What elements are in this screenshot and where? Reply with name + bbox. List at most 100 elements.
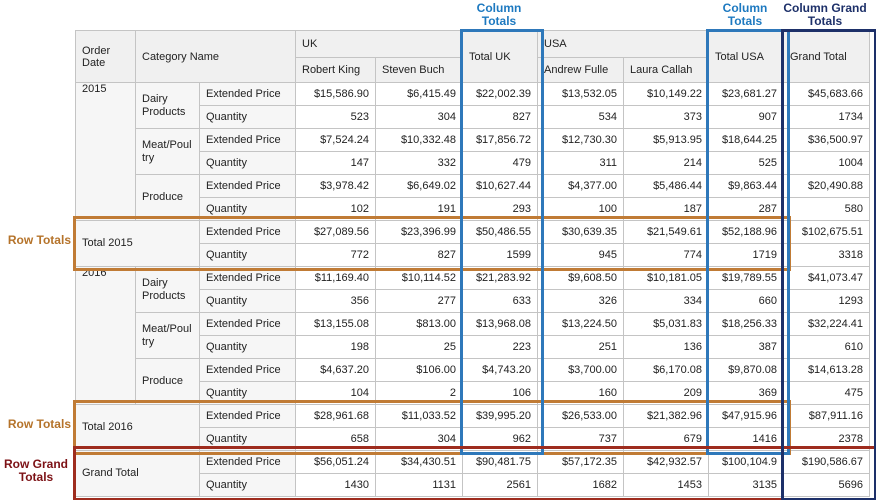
- cell-grand-total-quantity-value-2: 2561: [462, 473, 538, 497]
- cell-2016-cat1-quantity-value-6: 610: [783, 335, 870, 359]
- cell-grand-total-extended-price-value-6: $190,586.67: [783, 450, 870, 474]
- cell-total-2016-extended-price-label: Extended Price: [199, 404, 296, 428]
- cell-2016-cat1-quantity-value-3: 251: [537, 335, 624, 359]
- cell-grand-total-extended-price-value-1: $34,430.51: [375, 450, 463, 474]
- cell-2016-cat0-extended-price-value-4: $10,181.05: [623, 266, 709, 290]
- cell-grand-total-extended-price-label: Extended Price: [199, 450, 296, 474]
- cell-2016-cat1-quantity-value-0: 198: [295, 335, 376, 359]
- cell-2016-cat1-quantity-value-4: 136: [623, 335, 709, 359]
- row-header-category[interactable]: Produce: [135, 174, 200, 221]
- cell-2015-cat1-extended-price-label: Extended Price: [199, 128, 296, 152]
- cell-2016-cat0-quantity-value-2: 633: [462, 289, 538, 313]
- cell-total-2016-quantity-value-6: 2378: [783, 427, 870, 451]
- cell-2015-cat1-extended-price-value-2: $17,856.72: [462, 128, 538, 152]
- cell-2016-cat1-quantity-value-1: 25: [375, 335, 463, 359]
- cell-total-2016-quantity-label: Quantity: [199, 427, 296, 451]
- cell-2015-cat1-quantity-value-5: 525: [708, 151, 784, 175]
- table-row: Quantity 147 332 479 311 214 525 1004: [76, 151, 870, 175]
- table-row: Produce Extended Price $3,978.42 $6,649.02 $…: [76, 174, 870, 221]
- cell-2015-cat1-extended-price-value-1: $10,332.48: [375, 128, 463, 152]
- cell-2015-cat1-extended-price-value-6: $36,500.97: [783, 128, 870, 152]
- cell-2015-cat2-quantity-label: Quantity: [199, 197, 296, 221]
- row-header-category[interactable]: Dairy Products: [135, 82, 200, 129]
- row-header-year-2016[interactable]: 2016: [75, 266, 136, 405]
- table-row: Meat/Poultry Extended Price $7,524.24 $10,3…: [76, 128, 870, 175]
- cell-total-2015-quantity-label: Quantity: [199, 243, 296, 267]
- cell-grand-total-quantity-value-5: 3135: [708, 473, 784, 497]
- cell-total-2016-quantity-value-0: 658: [295, 427, 376, 451]
- cell-grand-total-extended-price-value-4: $42,932.57: [623, 450, 709, 474]
- cell-2016-cat1-quantity-label: Quantity: [199, 335, 296, 359]
- cell-2016-cat1-extended-price-value-6: $32,224.41: [783, 312, 870, 336]
- cell-2016-cat2-quantity-value-2: 106: [462, 381, 538, 405]
- cell-grand-total-extended-price-value-3: $57,172.35: [537, 450, 624, 474]
- cell-2015-cat2-extended-price-value-5: $9,863.44: [708, 174, 784, 198]
- cell-2015-cat0-quantity-value-2: 827: [462, 105, 538, 129]
- cell-2016-cat0-quantity-value-0: 356: [295, 289, 376, 313]
- cell-2015-cat2-quantity-value-0: 102: [295, 197, 376, 221]
- header-group-usa[interactable]: USA: [537, 30, 709, 58]
- cell-grand-total-extended-price-value-5: $100,104.9: [708, 450, 784, 474]
- row-header-category[interactable]: Dairy Products: [135, 266, 200, 313]
- cell-2015-cat1-quantity-value-2: 479: [462, 151, 538, 175]
- header-total-usa[interactable]: Total USA: [708, 30, 784, 83]
- cell-2016-cat0-extended-price-label: Extended Price: [199, 266, 296, 290]
- cell-grand-total-quantity-value-1: 1131: [375, 473, 463, 497]
- row-header-grand-total[interactable]: Grand Total: [75, 450, 200, 497]
- cell-2015-cat0-quantity-value-1: 304: [375, 105, 463, 129]
- cell-total-2015-quantity-value-3: 945: [537, 243, 624, 267]
- header-col-laura-callah[interactable]: Laura Callah: [623, 57, 709, 83]
- row-header-total-2015[interactable]: Total 2015: [75, 220, 200, 267]
- row-header-category[interactable]: Meat/Poultry: [135, 312, 200, 359]
- cell-2015-cat1-quantity-label: Quantity: [199, 151, 296, 175]
- table-row: Quantity 772 827 1599 945 774 1719 3318: [76, 243, 870, 267]
- header-col-andrew-fulle[interactable]: Andrew Fulle: [537, 57, 624, 83]
- cell-total-2016-extended-price-value-4: $21,382.96: [623, 404, 709, 428]
- cell-2016-cat2-extended-price-value-4: $6,170.08: [623, 358, 709, 382]
- cell-2015-cat1-quantity-value-4: 214: [623, 151, 709, 175]
- cell-total-2015-extended-price-value-4: $21,549.61: [623, 220, 709, 244]
- cell-2016-cat0-quantity-label: Quantity: [199, 289, 296, 313]
- row-header-category[interactable]: Meat/Poultry: [135, 128, 200, 175]
- cell-total-2015-quantity-value-0: 772: [295, 243, 376, 267]
- cell-2015-cat1-quantity-value-1: 332: [375, 151, 463, 175]
- header-grand-total[interactable]: Grand Total: [783, 30, 870, 83]
- table-row: Quantity 658 304 962 737 679 1416 2378: [76, 427, 870, 451]
- table-row: Grand Total Extended Price $56,051.24 $34,4…: [75, 450, 870, 497]
- cell-2016-cat1-extended-price-label: Extended Price: [199, 312, 296, 336]
- table-row: Quantity 102 191 293 100 187 287 580: [76, 197, 870, 221]
- cell-2016-cat1-extended-price-value-5: $18,256.33: [708, 312, 784, 336]
- cell-2015-cat0-quantity-label: Quantity: [199, 105, 296, 129]
- cell-total-2016-quantity-value-5: 1416: [708, 427, 784, 451]
- cell-2016-cat0-extended-price-value-5: $19,789.55: [708, 266, 784, 290]
- cell-2016-cat0-quantity-value-4: 334: [623, 289, 709, 313]
- row-header-year-2015[interactable]: 2015: [75, 82, 136, 221]
- cell-total-2016-quantity-value-1: 304: [375, 427, 463, 451]
- cell-2015-cat2-extended-price-value-4: $5,486.44: [623, 174, 709, 198]
- table-row: 2016 Dairy Products Extended Price $11,169.…: [75, 266, 870, 405]
- header-category-name[interactable]: Category Name: [135, 30, 296, 83]
- cell-grand-total-extended-price-value-0: $56,051.24: [295, 450, 376, 474]
- header-total-uk[interactable]: Total UK: [462, 30, 538, 83]
- cell-2015-cat0-extended-price-value-3: $13,532.05: [537, 82, 624, 106]
- header-group-uk[interactable]: UK: [295, 30, 463, 58]
- cell-2016-cat0-extended-price-value-0: $11,169.40: [295, 266, 376, 290]
- cell-grand-total-extended-price-value-2: $90,481.75: [462, 450, 538, 474]
- cell-total-2015-extended-price-value-2: $50,486.55: [462, 220, 538, 244]
- cell-2016-cat0-quantity-value-6: 1293: [783, 289, 870, 313]
- cell-2016-cat2-quantity-value-5: 369: [708, 381, 784, 405]
- row-header-total-2016[interactable]: Total 2016: [75, 404, 200, 451]
- cell-total-2015-extended-price-value-6: $102,675.51: [783, 220, 870, 244]
- cell-2015-cat2-extended-price-value-0: $3,978.42: [295, 174, 376, 198]
- cell-2015-cat2-quantity-value-4: 187: [623, 197, 709, 221]
- cell-2015-cat2-quantity-value-3: 100: [537, 197, 624, 221]
- header-col-steven-buch[interactable]: Steven Buch: [375, 57, 463, 83]
- cell-total-2016-extended-price-value-2: $39,995.20: [462, 404, 538, 428]
- cell-2015-cat0-quantity-value-3: 534: [537, 105, 624, 129]
- cell-total-2016-extended-price-value-6: $87,911.16: [783, 404, 870, 428]
- header-col-robert-king[interactable]: Robert King: [295, 57, 376, 83]
- header-order-date[interactable]: Order Date: [75, 30, 136, 83]
- cell-grand-total-quantity-label: Quantity: [199, 473, 296, 497]
- table-row: Total 2016 Extended Price $28,961.68 $11,03…: [75, 404, 870, 451]
- row-header-category[interactable]: Produce: [135, 358, 200, 405]
